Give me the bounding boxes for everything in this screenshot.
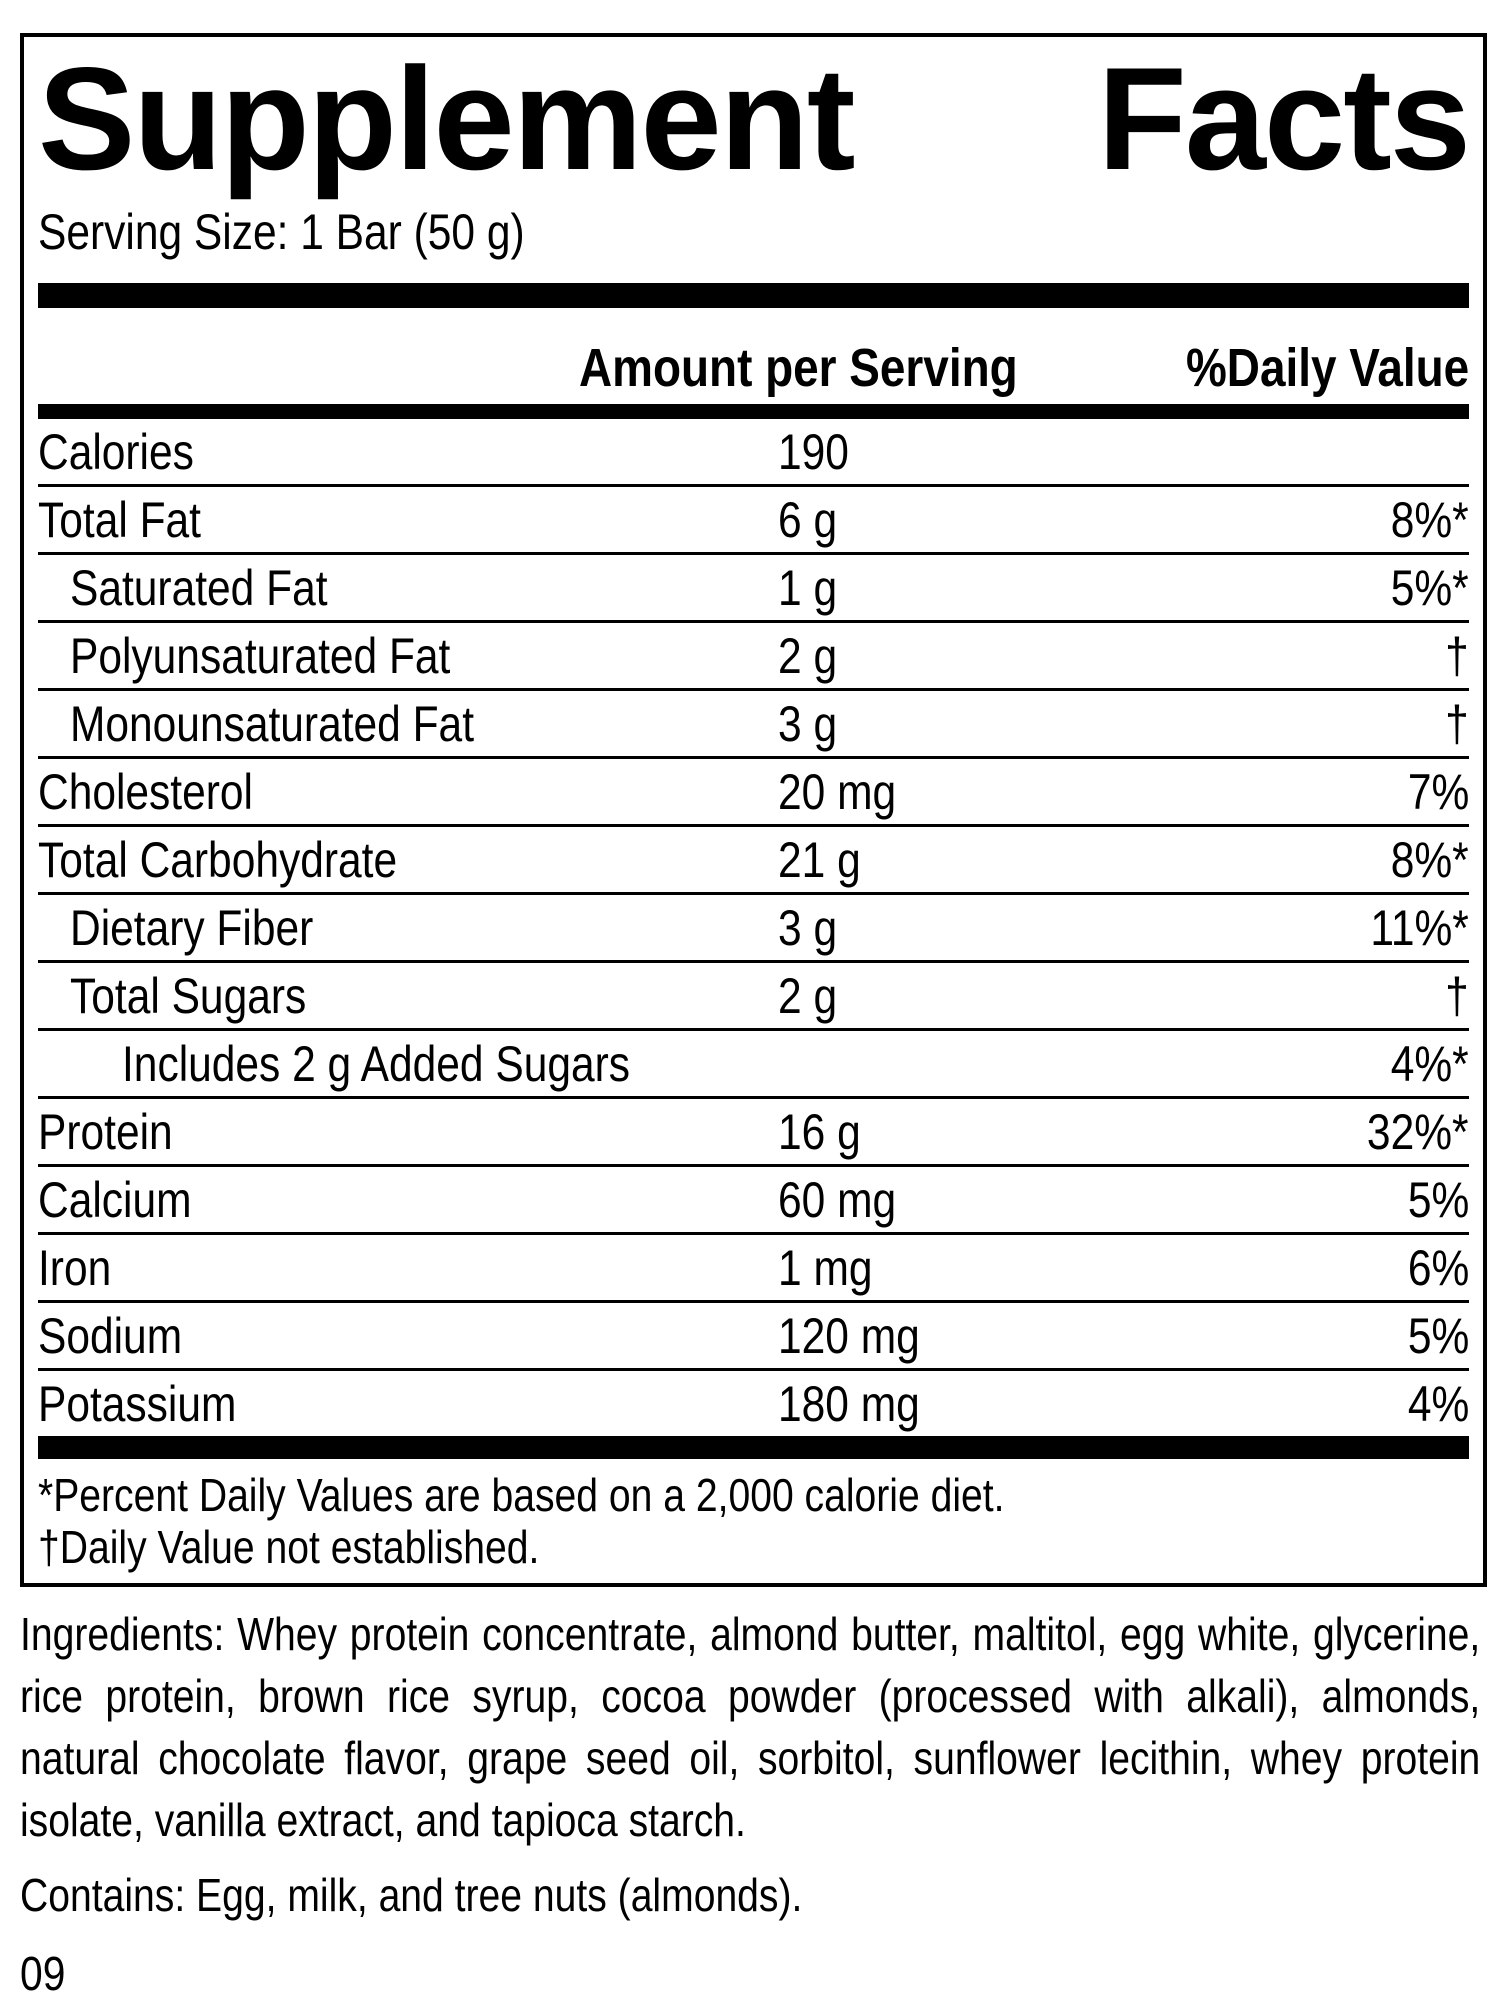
nutrient-label: Cholesterol: [38, 763, 253, 820]
nutrient-label: Polyunsaturated Fat: [70, 627, 451, 684]
table-header-row: Amount per Serving %Daily Value: [38, 308, 1469, 404]
table-row-calcium: Calcium 60 mg 5%: [38, 1167, 1469, 1235]
nutrient-daily-value: 6%: [1407, 1239, 1469, 1296]
nutrient-amount: 20 mg: [778, 763, 897, 820]
nutrient-amount: 1 mg: [778, 1239, 873, 1296]
footnotes: *Percent Daily Values are based on a 2,0…: [38, 1469, 1469, 1573]
nutrient-amount: 3 g: [778, 899, 838, 956]
nutrient-daily-value: 4%: [1407, 1375, 1469, 1432]
nutrient-amount: 180 mg: [778, 1375, 920, 1432]
nutrient-label: Dietary Fiber: [70, 899, 314, 956]
nutrient-amount: 190: [778, 423, 849, 480]
serving-size-value: Serving Size: 1 Bar (50 g): [38, 204, 525, 260]
table-row-polyunsaturated-fat: Polyunsaturated Fat 2 g †: [38, 623, 1469, 691]
nutrient-amount: 21 g: [778, 831, 861, 888]
nutrient-daily-value: 4%*: [1391, 1035, 1469, 1092]
nutrient-label: Protein: [38, 1103, 173, 1160]
thick-rule-bottom: [38, 1436, 1469, 1459]
nutrient-amount: 3 g: [778, 695, 838, 752]
nutrient-daily-value: †: [1445, 695, 1469, 752]
nutrient-amount: 1 g: [778, 559, 838, 616]
nutrient-amount: 60 mg: [778, 1171, 897, 1228]
nutrient-amount: 16 g: [778, 1103, 861, 1160]
table-row-potassium: Potassium 180 mg 4%: [38, 1371, 1469, 1436]
footnote-daily-values: *Percent Daily Values are based on a 2,0…: [38, 1469, 1005, 1521]
nutrient-amount: 2 g: [778, 967, 838, 1024]
nutrition-table: Calories 190 Total Fat 6 g 8%* Saturated…: [38, 419, 1469, 1436]
nutrient-label: Saturated Fat: [70, 559, 328, 616]
nutrient-label: Total Carbohydrate: [38, 831, 398, 888]
nutrient-daily-value: 5%*: [1391, 559, 1469, 616]
table-row-added-sugars: Includes 2 g Added Sugars 4%*: [38, 1031, 1469, 1099]
header-rule: [38, 404, 1469, 419]
nutrient-daily-value: 8%*: [1391, 831, 1469, 888]
panel-title: Supplement Facts: [38, 37, 1471, 200]
nutrient-daily-value: 5%: [1407, 1307, 1469, 1364]
footnote-dagger: †Daily Value not established.: [38, 1521, 540, 1573]
nutrient-amount: 2 g: [778, 627, 838, 684]
nutrient-label: Total Sugars: [70, 967, 307, 1024]
table-row-calories: Calories 190: [38, 419, 1469, 487]
table-row-total-sugars: Total Sugars 2 g †: [38, 963, 1469, 1031]
table-row-total-carbohydrate: Total Carbohydrate 21 g 8%*: [38, 827, 1469, 895]
nutrient-amount: 6 g: [778, 491, 838, 548]
thick-rule-top: [38, 283, 1469, 308]
nutrient-daily-value: †: [1445, 967, 1469, 1024]
nutrient-amount: [778, 1035, 1377, 1093]
table-row-monounsaturated-fat: Monounsaturated Fat 3 g †: [38, 691, 1469, 759]
nutrient-daily-value: 11%*: [1370, 899, 1469, 956]
daily-value-header: %Daily Value: [1185, 338, 1469, 398]
nutrient-amount: 120 mg: [778, 1307, 920, 1364]
nutrient-daily-value: †: [1445, 627, 1469, 684]
nutrient-daily-value: 32%*: [1367, 1103, 1469, 1160]
serving-size-text: Serving Size: 1 Bar (50 g): [38, 205, 1469, 259]
nutrient-label: Total Fat: [38, 491, 201, 548]
contains-statement: Contains: Egg, milk, and tree nuts (almo…: [20, 1869, 803, 1921]
nutrient-label: Iron: [38, 1239, 112, 1296]
nutrient-daily-value: 8%*: [1391, 491, 1469, 548]
nutrient-label: Sodium: [38, 1307, 183, 1364]
table-row-iron: Iron 1 mg 6%: [38, 1235, 1469, 1303]
nutrient-daily-value: 7%: [1407, 763, 1469, 820]
table-row-sodium: Sodium 120 mg 5%: [38, 1303, 1469, 1371]
table-row-saturated-fat: Saturated Fat 1 g 5%*: [38, 555, 1469, 623]
nutrient-label: Includes 2 g Added Sugars: [122, 1035, 631, 1092]
table-row-total-fat: Total Fat 6 g 8%*: [38, 487, 1469, 555]
ingredients-paragraph: Ingredients: Whey protein concentrate, a…: [20, 1608, 1481, 1846]
supplement-facts-panel: Supplement Facts Serving Size: 1 Bar (50…: [20, 33, 1487, 1587]
nutrient-daily-value: 5%: [1407, 1171, 1469, 1228]
table-row-protein: Protein 16 g 32%*: [38, 1099, 1469, 1167]
table-row-dietary-fiber: Dietary Fiber 3 g 11%*: [38, 895, 1469, 963]
table-row-cholesterol: Cholesterol 20 mg 7%: [38, 759, 1469, 827]
title-word-facts: Facts: [1097, 37, 1471, 200]
footer-code: 09: [20, 1948, 66, 2001]
amount-per-serving-header: Amount per Serving: [579, 338, 1018, 398]
nutrient-label: Monounsaturated Fat: [70, 695, 475, 752]
nutrient-label: Potassium: [38, 1375, 237, 1432]
title-word-supplement: Supplement: [38, 37, 856, 200]
nutrient-label: Calcium: [38, 1171, 192, 1228]
nutrient-label: Calories: [38, 423, 194, 480]
